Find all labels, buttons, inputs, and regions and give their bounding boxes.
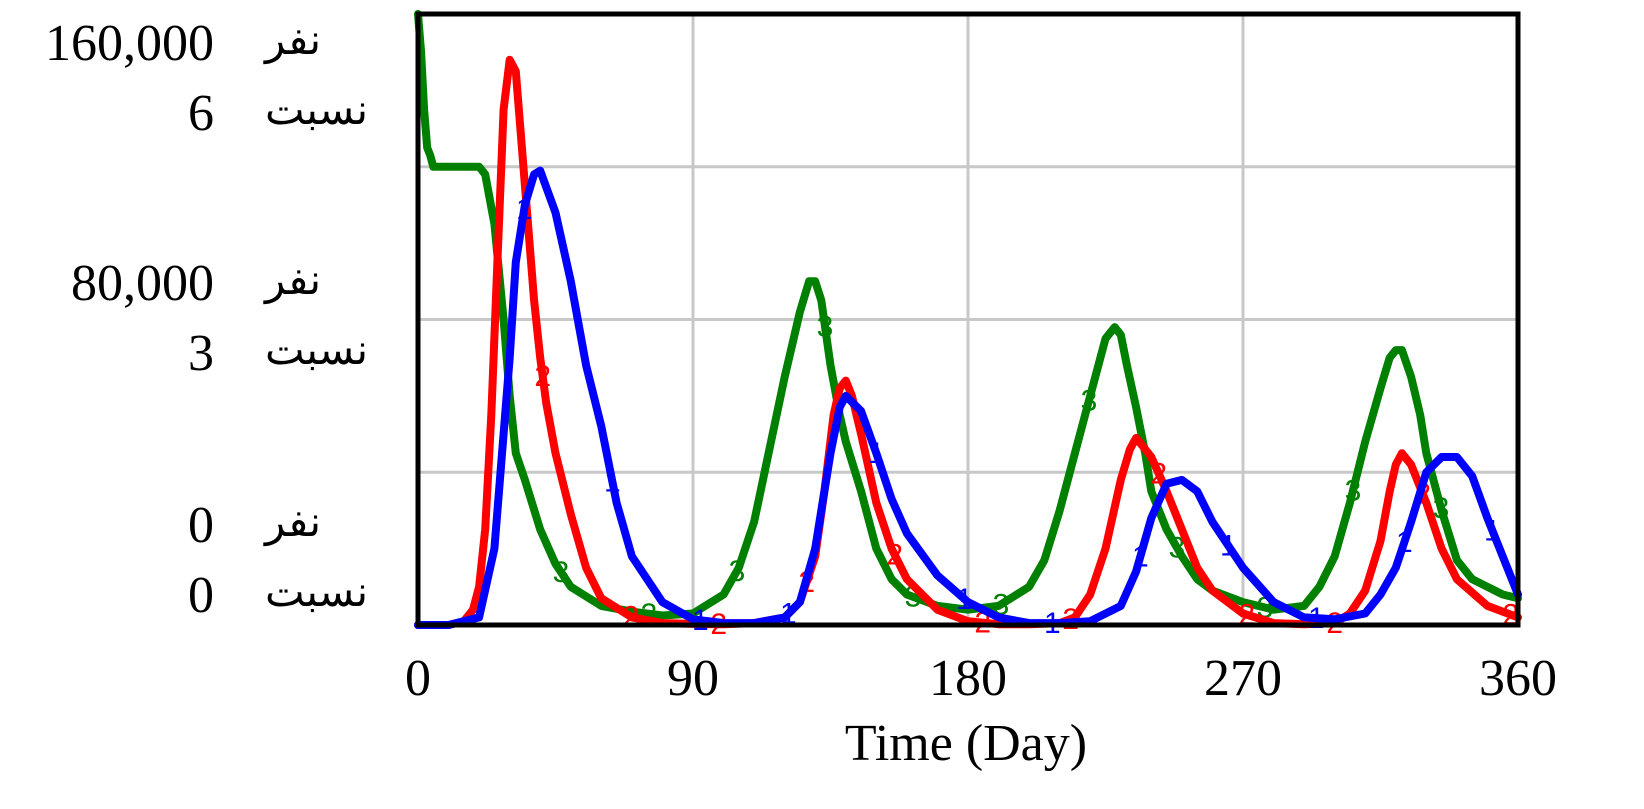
series-marker-1: 1 — [604, 465, 621, 498]
series-marker-3: 3 — [817, 310, 834, 343]
x-axis-title: Time (Day) — [845, 715, 1087, 772]
y-unit-label: نسبت — [265, 325, 368, 374]
series-line-3 — [414, 10, 1522, 620]
x-tick-label: 360 — [1479, 650, 1557, 707]
series-marker-1: 1 — [956, 583, 973, 616]
y-tick-label: 160,000 — [45, 15, 214, 72]
plot-frame — [415, 11, 1521, 628]
grid-lines — [418, 14, 1518, 625]
y-tick-label: 0 — [188, 497, 214, 554]
x-tick-label: 0 — [405, 650, 431, 707]
series-marker-1: 1 — [780, 598, 797, 631]
y-unit-label: نسبت — [265, 85, 368, 134]
series-marker-3: 3 — [729, 555, 746, 588]
x-tick-label: 180 — [929, 650, 1007, 707]
series-marker-1: 1 — [1220, 530, 1237, 563]
y-tick-label: 80,000 — [71, 255, 214, 312]
series-marker-3: 3 — [1345, 475, 1362, 508]
y-tick-label: 6 — [188, 85, 214, 142]
series-marker-1: 1 — [1308, 602, 1325, 635]
series-marker-1: 1 — [868, 437, 885, 470]
y-unit-label: نسبت — [265, 567, 368, 616]
y-tick-label: 0 — [188, 567, 214, 624]
x-tick-label: 90 — [667, 650, 719, 707]
plot-border — [415, 11, 1521, 628]
series-marker-2: 2 — [1150, 457, 1167, 490]
series-marker-3: 3 — [1081, 384, 1098, 417]
series-marker-1: 1 — [1484, 514, 1501, 547]
x-tick-label: 270 — [1204, 650, 1282, 707]
y-unit-label: نفر — [263, 497, 321, 546]
series-marker-3: 3 — [1169, 532, 1186, 565]
x-axis-ticks: 0 90 180 270 360 — [405, 650, 1557, 707]
series-marker-2: 2 — [534, 360, 551, 393]
series-marker-1: 1 — [692, 604, 709, 637]
series-marker-1: 1 — [516, 193, 533, 226]
series-marker-3: 3 — [1433, 492, 1450, 525]
series-marker-1: 1 — [1396, 526, 1413, 559]
y-tick-label: 3 — [188, 325, 214, 382]
series-line-1 — [414, 166, 1522, 629]
y-axis-ticks: 160,000 نفر 80,000 نفر 0 نفر 6 نسبت 3 نسبت 0 نسبت — [45, 15, 368, 624]
series-marker-2: 2 — [622, 601, 639, 634]
series-marker-1: 1 — [1132, 541, 1149, 574]
series-marker-2: 2 — [886, 539, 903, 572]
y-unit-label: نفر — [263, 255, 321, 304]
y-unit-label: نفر — [263, 15, 321, 64]
series-marker-3: 3 — [553, 556, 570, 589]
